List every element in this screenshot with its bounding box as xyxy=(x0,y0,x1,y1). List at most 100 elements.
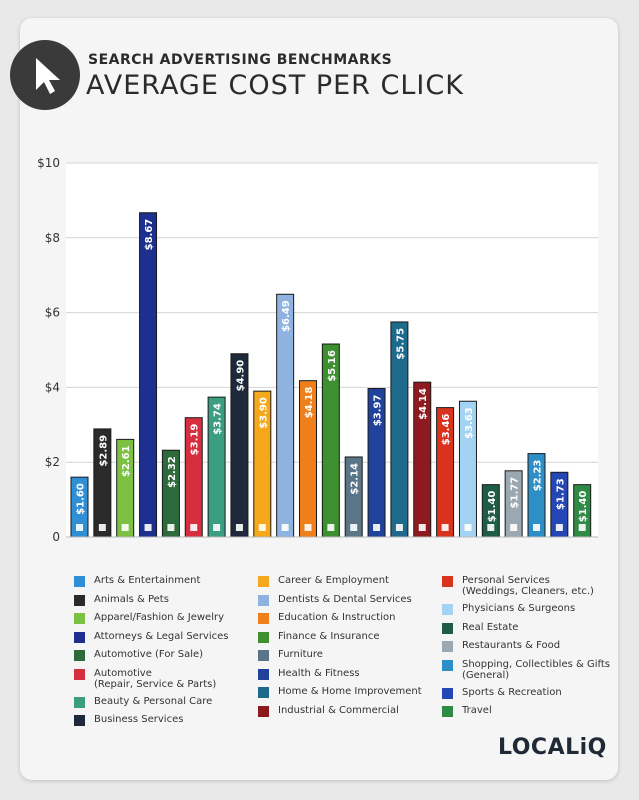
legend-label: Industrial & Commercial xyxy=(278,704,399,716)
bar-value-label: $4.18 xyxy=(304,387,315,419)
bar-value-label: $2.23 xyxy=(533,460,544,492)
image-icon xyxy=(74,576,85,587)
bar-value-label: $1.77 xyxy=(510,477,521,509)
sofa-icon xyxy=(258,650,269,661)
car-icon xyxy=(74,668,85,680)
gift-icon xyxy=(533,524,540,531)
legend-label: Home & Home Improvement xyxy=(278,686,422,697)
legend-item: Automotive (Repair, Service & Parts) xyxy=(74,668,216,690)
bar-value-label: $3.97 xyxy=(373,394,384,426)
legend-item: Beauty & Personal Care xyxy=(74,696,212,708)
legend-label: Finance & Insurance xyxy=(278,630,380,642)
legend-item: Arts & Entertainment xyxy=(74,575,200,587)
shirt-icon xyxy=(121,524,129,531)
y-tick-label: $8 xyxy=(45,231,60,245)
bar-value-label: $3.46 xyxy=(441,414,452,446)
plane-icon xyxy=(578,524,586,531)
legend-item: Career & Employment xyxy=(258,575,389,587)
house-icon xyxy=(395,524,403,531)
bar xyxy=(139,212,158,538)
money-icon xyxy=(258,631,269,643)
legend-label: Automotive (For Sale) xyxy=(94,649,204,660)
legend-item: Education & Instruction xyxy=(258,612,395,624)
money-icon xyxy=(327,524,335,531)
bar-value-label: $5.75 xyxy=(395,328,406,360)
legend-label: Dentists & Dental Services xyxy=(278,593,412,605)
legend-item: Shopping, Collectibles & Gifts (General) xyxy=(442,659,610,681)
building-icon xyxy=(487,524,495,531)
ball-icon xyxy=(555,524,563,531)
car-tag-icon xyxy=(167,524,175,531)
graduation-cap-icon xyxy=(304,524,312,531)
fork-knife-icon xyxy=(510,524,518,531)
building-icon xyxy=(442,622,453,634)
bar-value-label: $4.90 xyxy=(235,360,246,392)
briefcase-card-icon xyxy=(235,524,243,531)
y-tick-label: $10 xyxy=(37,156,60,170)
legend-item: Home & Home Improvement xyxy=(258,686,422,698)
cross-icon xyxy=(464,524,472,531)
bar-value-label: $1.60 xyxy=(76,483,87,515)
bar-value-label: $8.67 xyxy=(144,219,155,251)
heart-rate-icon xyxy=(373,524,381,531)
plane-icon xyxy=(442,706,453,717)
cursor-logo-icon xyxy=(10,40,80,110)
bar-value-label: $1.40 xyxy=(578,491,589,523)
bar-value-label: $4.14 xyxy=(418,388,429,420)
bar-value-label: $3.90 xyxy=(258,397,269,429)
briefcase-icon xyxy=(258,576,269,587)
legend-item: Business Services xyxy=(74,714,183,726)
legend-item: Real Estate xyxy=(442,622,518,634)
briefcase-icon xyxy=(258,524,266,531)
legend-item: Attorneys & Legal Services xyxy=(74,631,228,643)
legend-item: Health & Fitness xyxy=(258,668,360,680)
car-icon xyxy=(190,524,198,531)
legend-item: Dentists & Dental Services xyxy=(258,594,412,606)
y-tick-label: $6 xyxy=(45,306,60,320)
gavel-icon xyxy=(74,631,85,643)
bar-value-label: $2.61 xyxy=(121,445,132,477)
legend-label: Animals & Pets xyxy=(94,593,169,605)
paw-icon xyxy=(98,524,106,531)
factory-icon xyxy=(258,705,269,717)
legend-item: Physicians & Surgeons xyxy=(442,603,575,615)
factory-icon xyxy=(418,524,426,531)
legend-label: Attorneys & Legal Services xyxy=(94,630,229,642)
legend-item: Personal Services (Weddings, Cleaners, e… xyxy=(442,575,594,597)
legend-label: Physicians & Surgeons xyxy=(462,603,576,614)
bar-value-label: $1.73 xyxy=(555,478,566,510)
hand-icon xyxy=(442,576,453,587)
bar-value-label: $5.16 xyxy=(327,350,338,382)
bar-chart: 0 $2 $4 $6 $8 $10 $1.60 $2.89 $2.61 $8.67 $2.32 $3.… xyxy=(37,156,598,544)
image-icon xyxy=(76,524,83,531)
heart-rate-icon xyxy=(258,668,269,680)
house-icon xyxy=(258,687,269,698)
gift-icon xyxy=(442,659,453,671)
legend-label: Health & Fitness xyxy=(278,667,360,679)
legend-label: Education & Instruction xyxy=(278,612,396,623)
legend-label: Sports & Recreation xyxy=(462,686,562,698)
hand-icon xyxy=(441,524,449,531)
ball-icon xyxy=(442,687,453,699)
paw-icon xyxy=(74,594,85,606)
gavel-icon xyxy=(144,524,152,531)
legend-item: Restaurants & Food xyxy=(442,640,560,652)
bar-value-label: $3.19 xyxy=(190,424,201,456)
legend-item: Animals & Pets xyxy=(74,594,169,606)
brush-icon xyxy=(213,524,221,531)
tooth-icon xyxy=(258,594,269,606)
bar-value-label: $2.14 xyxy=(350,463,361,495)
tooth-icon xyxy=(281,524,289,531)
y-tick-label: $2 xyxy=(45,455,60,469)
legend-item: Apparel/Fashion & Jewelry xyxy=(74,612,224,624)
legend-label: Career & Employment xyxy=(278,575,389,586)
legend-label: Personal Services (Weddings, Cleaners, e… xyxy=(462,575,594,597)
legend-label: Apparel/Fashion & Jewelry xyxy=(94,612,224,623)
legend-label: Business Services xyxy=(94,714,184,725)
legend-label: Travel xyxy=(462,705,492,716)
legend-label: Real Estate xyxy=(462,621,519,633)
cross-icon xyxy=(442,604,453,615)
briefcase-card-icon xyxy=(74,715,85,726)
legend-label: Beauty & Personal Care xyxy=(94,695,213,707)
legend-item: Sports & Recreation xyxy=(442,687,562,699)
